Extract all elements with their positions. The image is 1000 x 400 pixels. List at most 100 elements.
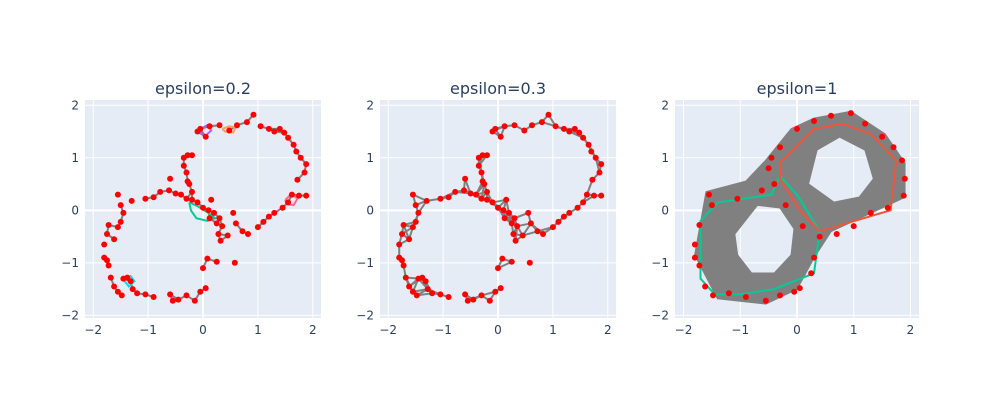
data-point	[105, 262, 112, 269]
data-point	[396, 241, 403, 248]
data-point	[215, 231, 222, 237]
x-tick-label: −1	[731, 323, 749, 337]
data-point	[239, 228, 246, 235]
data-point	[529, 122, 535, 129]
data-point	[297, 154, 304, 161]
data-point	[104, 257, 110, 264]
data-point	[526, 259, 533, 266]
data-point	[481, 181, 488, 187]
data-point	[194, 199, 201, 206]
data-point	[566, 209, 573, 216]
data-point	[104, 231, 110, 237]
data-point	[114, 191, 121, 198]
data-point	[232, 220, 239, 227]
data-point	[585, 141, 592, 148]
data-point	[167, 291, 174, 298]
data-point	[884, 204, 891, 211]
data-point	[901, 175, 908, 182]
data-point	[710, 292, 716, 299]
data-point	[555, 218, 562, 225]
data-point	[510, 231, 517, 237]
data-point	[777, 144, 783, 151]
data-point	[167, 175, 174, 182]
data-point	[495, 265, 501, 272]
data-point	[294, 176, 301, 183]
panel-title: epsilon=0.3	[450, 79, 546, 98]
x-tick-label: 0	[793, 323, 801, 337]
data-point	[303, 161, 310, 168]
data-point	[734, 195, 741, 202]
data-point	[511, 215, 518, 222]
data-point	[101, 241, 108, 248]
data-point	[409, 288, 416, 295]
data-point	[497, 133, 504, 140]
data-point	[400, 222, 407, 228]
data-point	[503, 196, 510, 203]
data-point	[478, 195, 485, 202]
data-point	[862, 120, 869, 127]
data-point	[571, 125, 578, 132]
y-tick-label: −2	[356, 308, 374, 322]
data-point	[437, 291, 444, 298]
data-point	[850, 223, 857, 230]
data-point	[708, 202, 715, 209]
data-point	[206, 123, 213, 130]
data-point	[399, 231, 405, 237]
data-point	[200, 204, 206, 211]
data-point	[495, 204, 501, 211]
data-point	[445, 294, 452, 300]
data-point	[492, 288, 499, 295]
panel-2: −2 −1 0 1 2 −2 −1 0 1 2 epsilon=0.3	[356, 79, 616, 337]
data-point	[211, 209, 217, 216]
y-tick-label: −2	[61, 308, 79, 322]
data-point	[281, 129, 288, 136]
data-point	[217, 237, 224, 244]
panel-title: epsilon=0.2	[155, 79, 251, 98]
data-point	[189, 188, 195, 195]
data-point	[301, 169, 308, 176]
data-point	[511, 122, 518, 129]
data-point	[702, 283, 709, 290]
data-point	[200, 265, 206, 272]
data-point	[508, 258, 515, 265]
y-tick-label: 0	[661, 203, 669, 217]
y-tick-label: 2	[661, 98, 669, 112]
data-point	[409, 191, 416, 198]
data-point	[114, 224, 121, 231]
data-point	[415, 209, 422, 216]
data-point	[900, 192, 907, 199]
y-tick-label: 0	[366, 203, 374, 217]
data-point	[303, 192, 310, 199]
data-point	[180, 154, 187, 161]
data-point	[111, 236, 118, 243]
data-point	[288, 191, 295, 198]
data-point	[540, 231, 546, 237]
data-point	[290, 141, 297, 148]
data-point	[157, 188, 164, 195]
data-point	[117, 218, 124, 225]
data-point	[742, 294, 749, 300]
data-point	[406, 236, 413, 243]
data-point	[285, 134, 292, 141]
data-point	[202, 133, 209, 140]
data-point	[399, 257, 405, 264]
data-point	[534, 228, 541, 235]
data-point	[230, 209, 237, 216]
data-point	[816, 233, 823, 240]
data-point	[120, 209, 127, 216]
data-point	[194, 128, 201, 135]
data-point	[216, 215, 223, 222]
data-point	[400, 262, 407, 269]
data-point	[142, 291, 149, 298]
data-point	[180, 162, 187, 169]
y-tick-label: −1	[356, 256, 374, 270]
y-tick-label: 0	[71, 203, 79, 217]
data-point	[501, 215, 508, 222]
data-point	[461, 187, 467, 194]
data-point	[596, 169, 603, 176]
data-point	[183, 169, 190, 176]
data-point	[142, 195, 149, 202]
data-point	[445, 194, 452, 201]
y-tick-label: 1	[661, 151, 669, 165]
